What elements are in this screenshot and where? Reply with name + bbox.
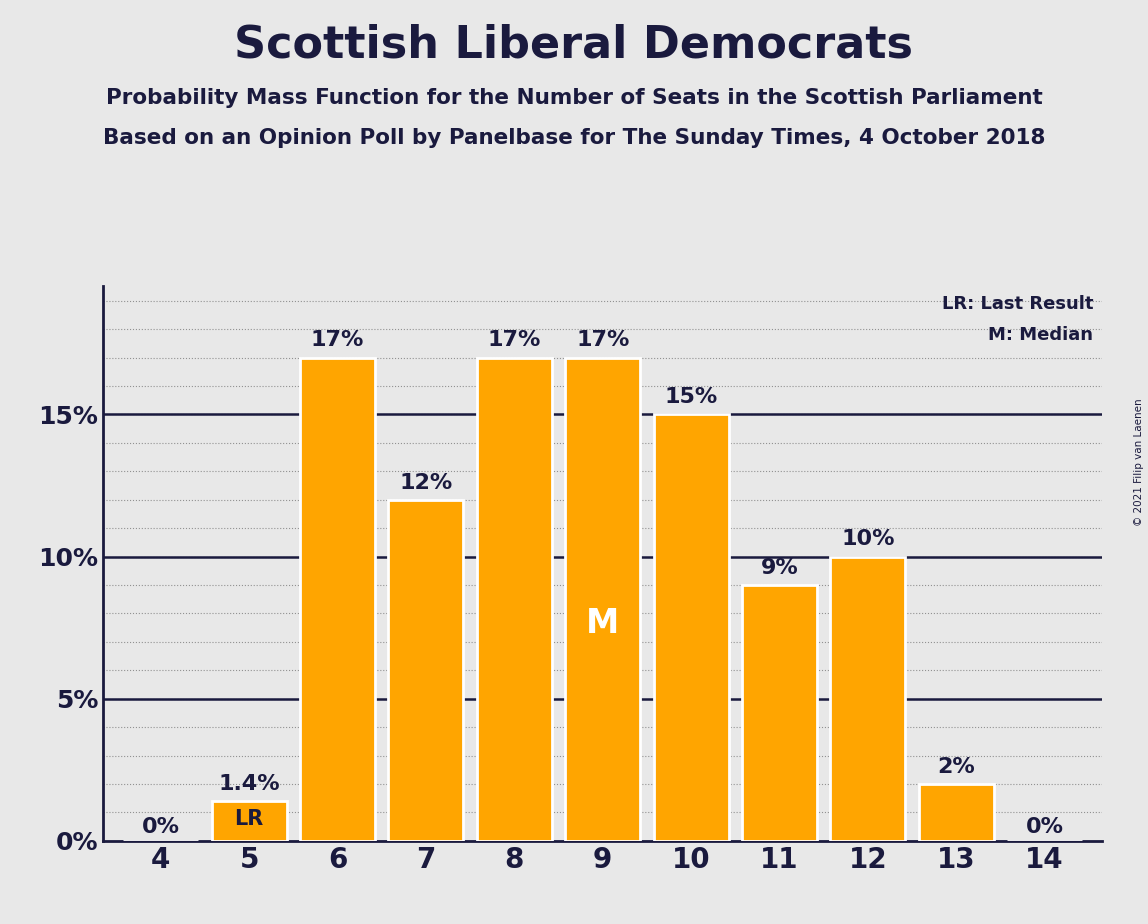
Text: LR: Last Result: LR: Last Result <box>941 295 1093 313</box>
Text: © 2021 Filip van Laenen: © 2021 Filip van Laenen <box>1134 398 1143 526</box>
Text: 10%: 10% <box>841 529 894 550</box>
Bar <box>476 358 552 841</box>
Text: Scottish Liberal Democrats: Scottish Liberal Democrats <box>234 23 914 67</box>
Bar <box>211 801 287 841</box>
Bar <box>918 784 994 841</box>
Text: 9%: 9% <box>761 558 798 578</box>
Text: 15%: 15% <box>665 387 718 407</box>
Text: 2%: 2% <box>938 757 975 777</box>
Text: 0%: 0% <box>141 817 180 836</box>
Bar <box>653 414 729 841</box>
Text: LR: LR <box>234 808 264 829</box>
Bar <box>830 556 906 841</box>
Text: 17%: 17% <box>311 331 364 350</box>
Bar <box>300 358 375 841</box>
Text: Based on an Opinion Poll by Panelbase for The Sunday Times, 4 October 2018: Based on an Opinion Poll by Panelbase fo… <box>103 128 1045 148</box>
Text: 1.4%: 1.4% <box>218 774 280 794</box>
Text: 12%: 12% <box>400 472 452 492</box>
Text: M: Median: M: Median <box>988 326 1093 345</box>
Bar <box>565 358 641 841</box>
Text: M: M <box>587 607 619 639</box>
Bar <box>742 585 817 841</box>
Bar <box>388 500 464 841</box>
Text: Probability Mass Function for the Number of Seats in the Scottish Parliament: Probability Mass Function for the Number… <box>106 88 1042 108</box>
Text: 0%: 0% <box>1025 817 1064 836</box>
Text: 17%: 17% <box>488 331 541 350</box>
Text: 17%: 17% <box>576 331 629 350</box>
